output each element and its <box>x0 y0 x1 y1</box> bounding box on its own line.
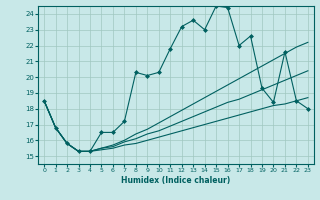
X-axis label: Humidex (Indice chaleur): Humidex (Indice chaleur) <box>121 176 231 185</box>
